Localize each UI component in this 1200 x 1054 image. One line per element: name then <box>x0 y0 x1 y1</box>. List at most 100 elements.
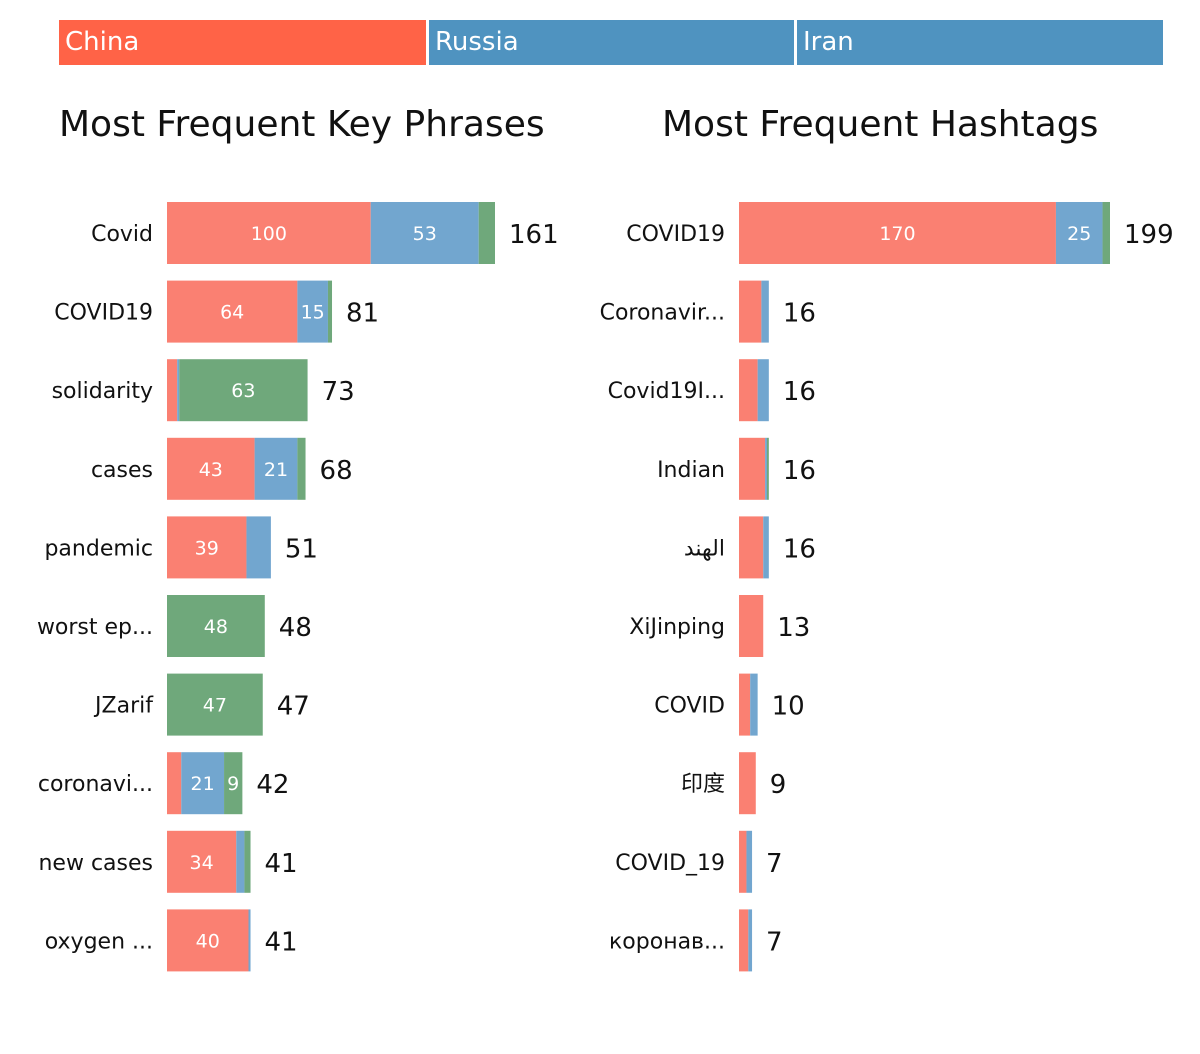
hashtag-bar-russia <box>765 437 767 500</box>
key-phrase-bar-iran <box>167 673 263 736</box>
key-phrase-category-label: pandemic <box>44 536 153 561</box>
hashtag-category-label: Coronavir... <box>600 301 725 326</box>
tab-china[interactable]: China <box>59 20 426 65</box>
key-phrase-category-label: COVID19 <box>54 301 153 326</box>
key-phrase-total-label: 48 <box>279 613 312 643</box>
key-phrase-bar-russia <box>248 909 251 972</box>
hashtag-bar-china <box>739 359 758 422</box>
key-phrase-segment-label: 64 <box>220 302 244 324</box>
hashtag-total-label: 7 <box>766 927 783 957</box>
key-phrase-segment-label: 48 <box>204 616 228 638</box>
key-phrase-bar-iran <box>244 830 251 893</box>
key-phrase-bar-russia <box>181 752 225 815</box>
hashtag-category-label: Indian <box>657 458 725 483</box>
hashtag-bar-iran <box>1102 202 1110 264</box>
key-phrase-bar-china <box>167 516 247 579</box>
key-phrase-segment-label: 21 <box>264 459 288 481</box>
hashtag-total-label: 16 <box>783 377 816 407</box>
key-phrase-segment-label: 63 <box>231 380 255 402</box>
hashtag-bar-iran <box>766 437 769 500</box>
hashtag-total-label: 10 <box>772 692 805 722</box>
key-phrases-title: Most Frequent Key Phrases <box>59 104 545 145</box>
key-phrase-segment-label: 15 <box>301 302 325 324</box>
hashtag-category-label: COVID <box>654 694 725 719</box>
hashtag-total-label: 13 <box>777 613 810 643</box>
key-phrase-segment-label: 53 <box>413 223 437 245</box>
key-phrase-segment-label: 34 <box>190 852 214 874</box>
hashtag-total-label: 199 <box>1124 220 1174 250</box>
key-phrase-bar-iran <box>167 595 265 657</box>
key-phrase-category-label: cases <box>91 458 153 483</box>
key-phrase-segment-label: 40 <box>196 930 220 952</box>
hashtag-bar-china <box>739 516 764 579</box>
key-phrase-segment-label: 21 <box>191 773 215 795</box>
key-phrase-total-label: 42 <box>256 770 289 800</box>
hashtag-bar-china <box>739 909 749 972</box>
key-phrase-bar-china <box>167 752 182 815</box>
key-phrase-category-label: worst ep... <box>37 615 153 640</box>
hashtag-total-label: 16 <box>783 299 816 329</box>
hashtag-bar-china <box>739 752 756 815</box>
key-phrase-bar-china <box>167 202 371 264</box>
hashtag-bar-russia <box>757 359 769 422</box>
key-phrase-bar-china <box>167 437 255 500</box>
key-phrase-bar-russia <box>246 516 271 579</box>
hashtag-segment-label: 170 <box>879 223 915 245</box>
key-phrase-bar-russia <box>254 437 298 500</box>
key-phrase-total-label: 73 <box>322 377 355 407</box>
hashtag-bar-china <box>739 280 762 343</box>
key-phrase-bar-iran <box>327 280 333 343</box>
key-phrase-total-label: 81 <box>346 299 379 329</box>
hashtag-total-label: 16 <box>783 534 816 564</box>
hashtag-bar-china <box>739 673 751 736</box>
key-phrase-bar-china <box>167 830 237 893</box>
key-phrase-bar-iran <box>297 437 306 500</box>
hashtag-category-label: коронав... <box>609 929 725 954</box>
key-phrase-segment-label: 39 <box>195 537 219 559</box>
key-phrase-bar-china <box>167 359 178 422</box>
key-phrase-category-label: solidarity <box>52 379 153 404</box>
key-phrase-segment-label: 47 <box>203 695 227 717</box>
key-phrase-total-label: 161 <box>509 220 559 250</box>
key-phrase-bar-china <box>167 909 249 972</box>
tab-russia[interactable]: Russia <box>426 20 794 65</box>
key-phrase-bar-iran <box>224 752 243 815</box>
hashtag-segment-label: 25 <box>1067 223 1091 245</box>
hashtag-bar-russia <box>761 280 769 343</box>
key-phrase-segment-label: 100 <box>251 223 287 245</box>
hashtag-bar-russia <box>750 673 758 736</box>
hashtag-total-label: 7 <box>766 849 783 879</box>
hashtag-bar-russia <box>763 516 769 579</box>
hashtag-category-label: COVID19 <box>626 222 725 247</box>
key-phrase-total-label: 41 <box>265 927 298 957</box>
hashtag-bar-russia <box>1055 202 1103 264</box>
key-phrase-total-label: 47 <box>277 692 310 722</box>
hashtag-category-label: 印度 <box>681 772 725 797</box>
hashtag-bar-china <box>739 830 747 893</box>
hashtag-bar-china <box>739 437 766 500</box>
key-phrase-total-label: 41 <box>265 849 298 879</box>
hashtag-category-label: COVID_19 <box>615 851 725 876</box>
hashtag-bar-russia <box>748 909 753 972</box>
key-phrase-bar-china <box>167 280 298 343</box>
hashtag-bar-china <box>739 202 1056 264</box>
key-phrase-bar-iran <box>478 202 495 264</box>
key-phrase-bar-russia <box>177 359 180 422</box>
key-phrase-segment-label: 43 <box>199 459 223 481</box>
hashtag-bar-russia <box>746 830 753 893</box>
hashtag-category-label: XiJinping <box>629 615 725 640</box>
hashtag-total-label: 16 <box>783 456 816 486</box>
hashtag-category-label: Covid19I... <box>608 379 725 404</box>
hashtag-bar-china <box>739 595 764 657</box>
key-phrase-category-label: oxygen ... <box>45 929 153 954</box>
key-phrase-category-label: JZarif <box>93 694 154 719</box>
country-filter-bar: China Russia Iran <box>59 20 1163 65</box>
key-phrase-bar-russia <box>297 280 328 343</box>
hashtag-total-label: 9 <box>770 770 787 800</box>
tab-iran[interactable]: Iran <box>794 20 1163 65</box>
key-phrase-total-label: 68 <box>320 456 353 486</box>
key-phrase-bar-russia <box>370 202 479 264</box>
key-phrase-category-label: coronavi... <box>38 772 153 797</box>
hashtag-category-label: الهند <box>684 536 725 561</box>
